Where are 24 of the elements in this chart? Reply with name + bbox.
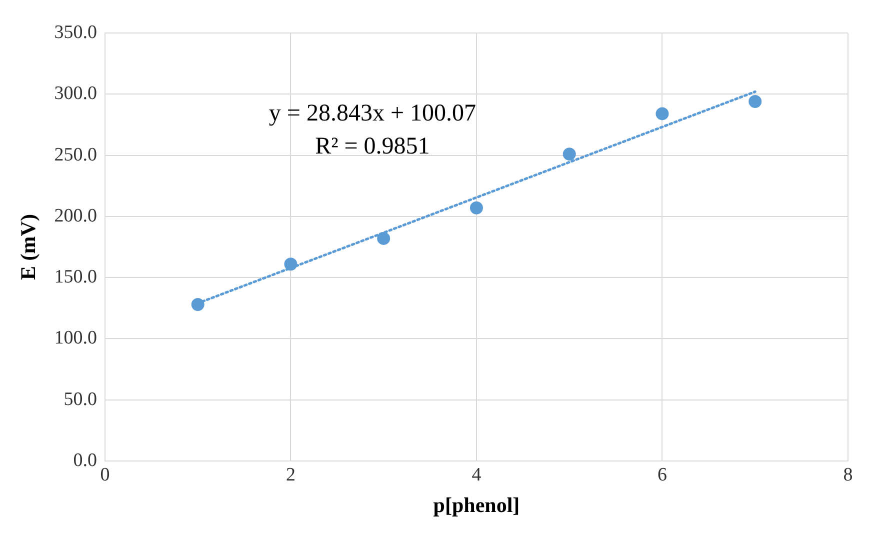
x-tick-label: 2 — [286, 464, 296, 486]
y-tick-label: 100.0 — [54, 328, 97, 349]
x-tick-label: 4 — [472, 464, 482, 486]
point — [470, 201, 483, 214]
point — [284, 258, 298, 271]
annotation: R² = 0.9851 — [315, 134, 430, 160]
y-tick-label: 350.0 — [54, 22, 97, 43]
x-tick-label: 6 — [657, 464, 667, 486]
x-tick-label: 8 — [843, 464, 853, 486]
point — [562, 148, 576, 161]
y-tick-label: 0.0 — [73, 450, 97, 471]
y-tick-label: 250.0 — [54, 144, 97, 166]
point — [656, 107, 669, 120]
x-axis-title: p[phenol] — [433, 492, 520, 517]
point — [191, 298, 204, 311]
y-tick-label: 150.0 — [54, 266, 97, 288]
point — [377, 232, 390, 245]
y-tick-label: 200.0 — [54, 205, 97, 226]
point — [748, 94, 762, 108]
annotation: y = 28.843x + 100.07 — [268, 100, 476, 127]
y-axis-title: E (mV) — [16, 214, 40, 280]
y-tick-label: 300.0 — [54, 83, 97, 104]
x-tick-label: 0 — [100, 464, 110, 486]
y-tick-label: 50.0 — [64, 388, 97, 410]
